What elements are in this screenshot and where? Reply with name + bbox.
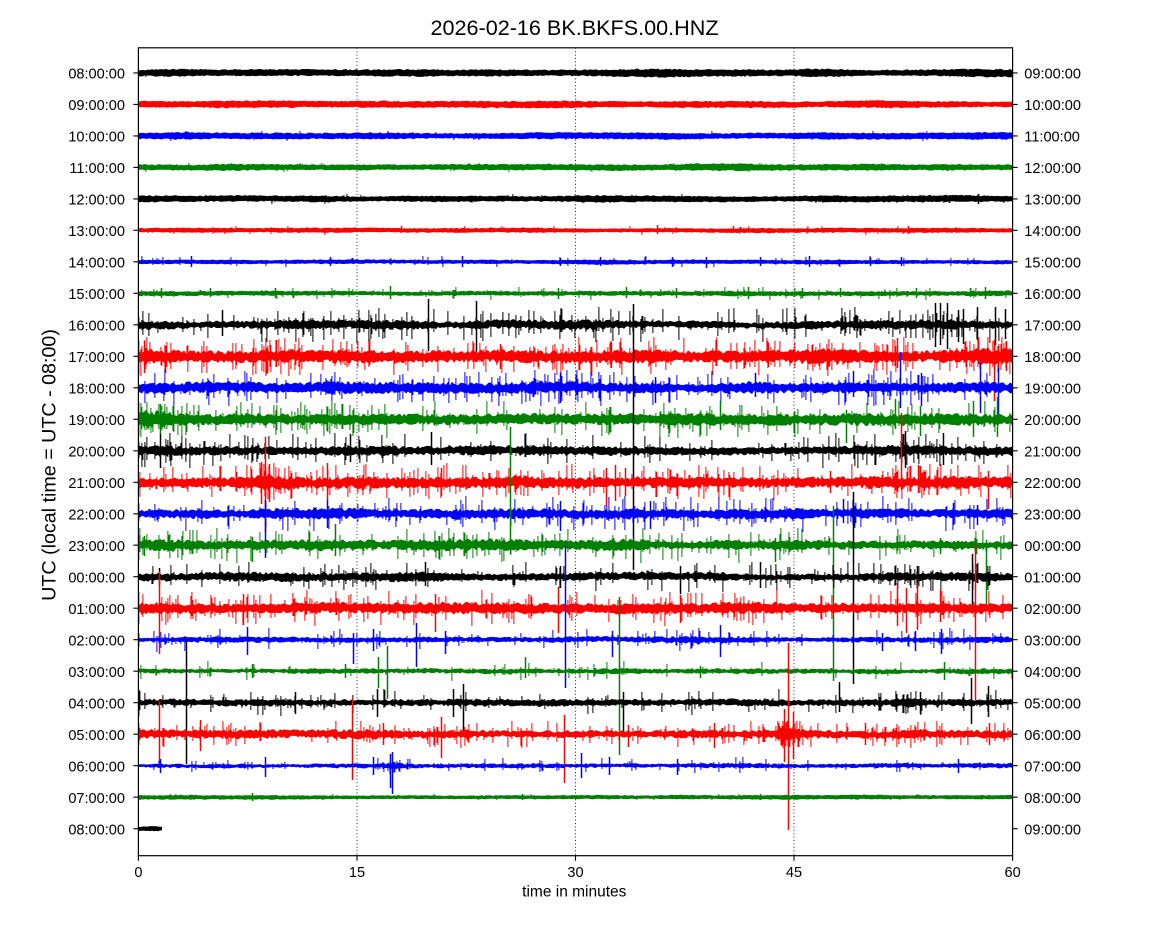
- svg-text:2026-02-16 BK.BKFS.00.HNZ: 2026-02-16 BK.BKFS.00.HNZ: [430, 15, 718, 40]
- svg-text:08:00:00: 08:00:00: [1024, 791, 1081, 807]
- svg-text:09:00:00: 09:00:00: [68, 98, 125, 114]
- svg-text:UTC (local time = UTC - 08:00): UTC (local time = UTC - 08:00): [39, 329, 61, 601]
- svg-text:11:00:00: 11:00:00: [69, 161, 125, 177]
- svg-text:18:00:00: 18:00:00: [68, 381, 125, 397]
- svg-text:19:00:00: 19:00:00: [68, 413, 125, 429]
- svg-text:01:00:00: 01:00:00: [68, 602, 125, 618]
- svg-text:12:00:00: 12:00:00: [68, 193, 125, 209]
- svg-text:10:00:00: 10:00:00: [1024, 98, 1081, 114]
- svg-text:15:00:00: 15:00:00: [1024, 255, 1081, 271]
- svg-text:60: 60: [1004, 865, 1020, 881]
- svg-text:09:00:00: 09:00:00: [1024, 822, 1081, 838]
- svg-text:08:00:00: 08:00:00: [68, 822, 125, 838]
- svg-text:22:00:00: 22:00:00: [68, 507, 125, 523]
- svg-text:16:00:00: 16:00:00: [1024, 287, 1081, 303]
- svg-text:14:00:00: 14:00:00: [68, 255, 125, 271]
- svg-text:02:00:00: 02:00:00: [68, 633, 125, 649]
- svg-text:18:00:00: 18:00:00: [1024, 350, 1081, 366]
- svg-text:07:00:00: 07:00:00: [1024, 759, 1081, 775]
- svg-text:04:00:00: 04:00:00: [1024, 665, 1081, 681]
- svg-text:06:00:00: 06:00:00: [1024, 728, 1081, 744]
- svg-text:00:00:00: 00:00:00: [1024, 539, 1081, 555]
- svg-text:03:00:00: 03:00:00: [68, 665, 125, 681]
- svg-text:17:00:00: 17:00:00: [1024, 318, 1081, 334]
- svg-text:20:00:00: 20:00:00: [1024, 413, 1081, 429]
- svg-text:05:00:00: 05:00:00: [68, 728, 125, 744]
- svg-text:06:00:00: 06:00:00: [68, 759, 125, 775]
- svg-text:21:00:00: 21:00:00: [1024, 444, 1081, 460]
- svg-text:time in minutes: time in minutes: [522, 883, 626, 900]
- svg-text:01:00:00: 01:00:00: [1024, 570, 1081, 586]
- svg-text:14:00:00: 14:00:00: [1024, 224, 1081, 240]
- svg-text:16:00:00: 16:00:00: [68, 318, 125, 334]
- svg-text:15:00:00: 15:00:00: [68, 287, 125, 303]
- svg-text:13:00:00: 13:00:00: [1024, 193, 1081, 209]
- svg-text:21:00:00: 21:00:00: [68, 476, 125, 492]
- svg-text:22:00:00: 22:00:00: [1024, 476, 1081, 492]
- svg-text:04:00:00: 04:00:00: [68, 696, 125, 712]
- svg-text:02:00:00: 02:00:00: [1024, 602, 1081, 618]
- svg-text:00:00:00: 00:00:00: [68, 570, 125, 586]
- svg-text:11:00:00: 11:00:00: [1024, 130, 1080, 146]
- svg-text:15: 15: [349, 865, 365, 881]
- svg-text:23:00:00: 23:00:00: [68, 539, 125, 555]
- svg-text:0: 0: [134, 865, 142, 881]
- svg-text:45: 45: [786, 865, 802, 881]
- svg-text:10:00:00: 10:00:00: [68, 130, 125, 146]
- svg-text:03:00:00: 03:00:00: [1024, 633, 1081, 649]
- svg-text:20:00:00: 20:00:00: [68, 444, 125, 460]
- svg-text:30: 30: [567, 865, 583, 881]
- svg-text:09:00:00: 09:00:00: [1024, 67, 1081, 83]
- svg-text:19:00:00: 19:00:00: [1024, 381, 1081, 397]
- svg-text:05:00:00: 05:00:00: [1024, 696, 1081, 712]
- svg-text:17:00:00: 17:00:00: [68, 350, 125, 366]
- svg-text:12:00:00: 12:00:00: [1024, 161, 1081, 177]
- svg-text:07:00:00: 07:00:00: [68, 791, 125, 807]
- svg-text:08:00:00: 08:00:00: [68, 67, 125, 83]
- svg-text:23:00:00: 23:00:00: [1024, 507, 1081, 523]
- svg-text:13:00:00: 13:00:00: [68, 224, 125, 240]
